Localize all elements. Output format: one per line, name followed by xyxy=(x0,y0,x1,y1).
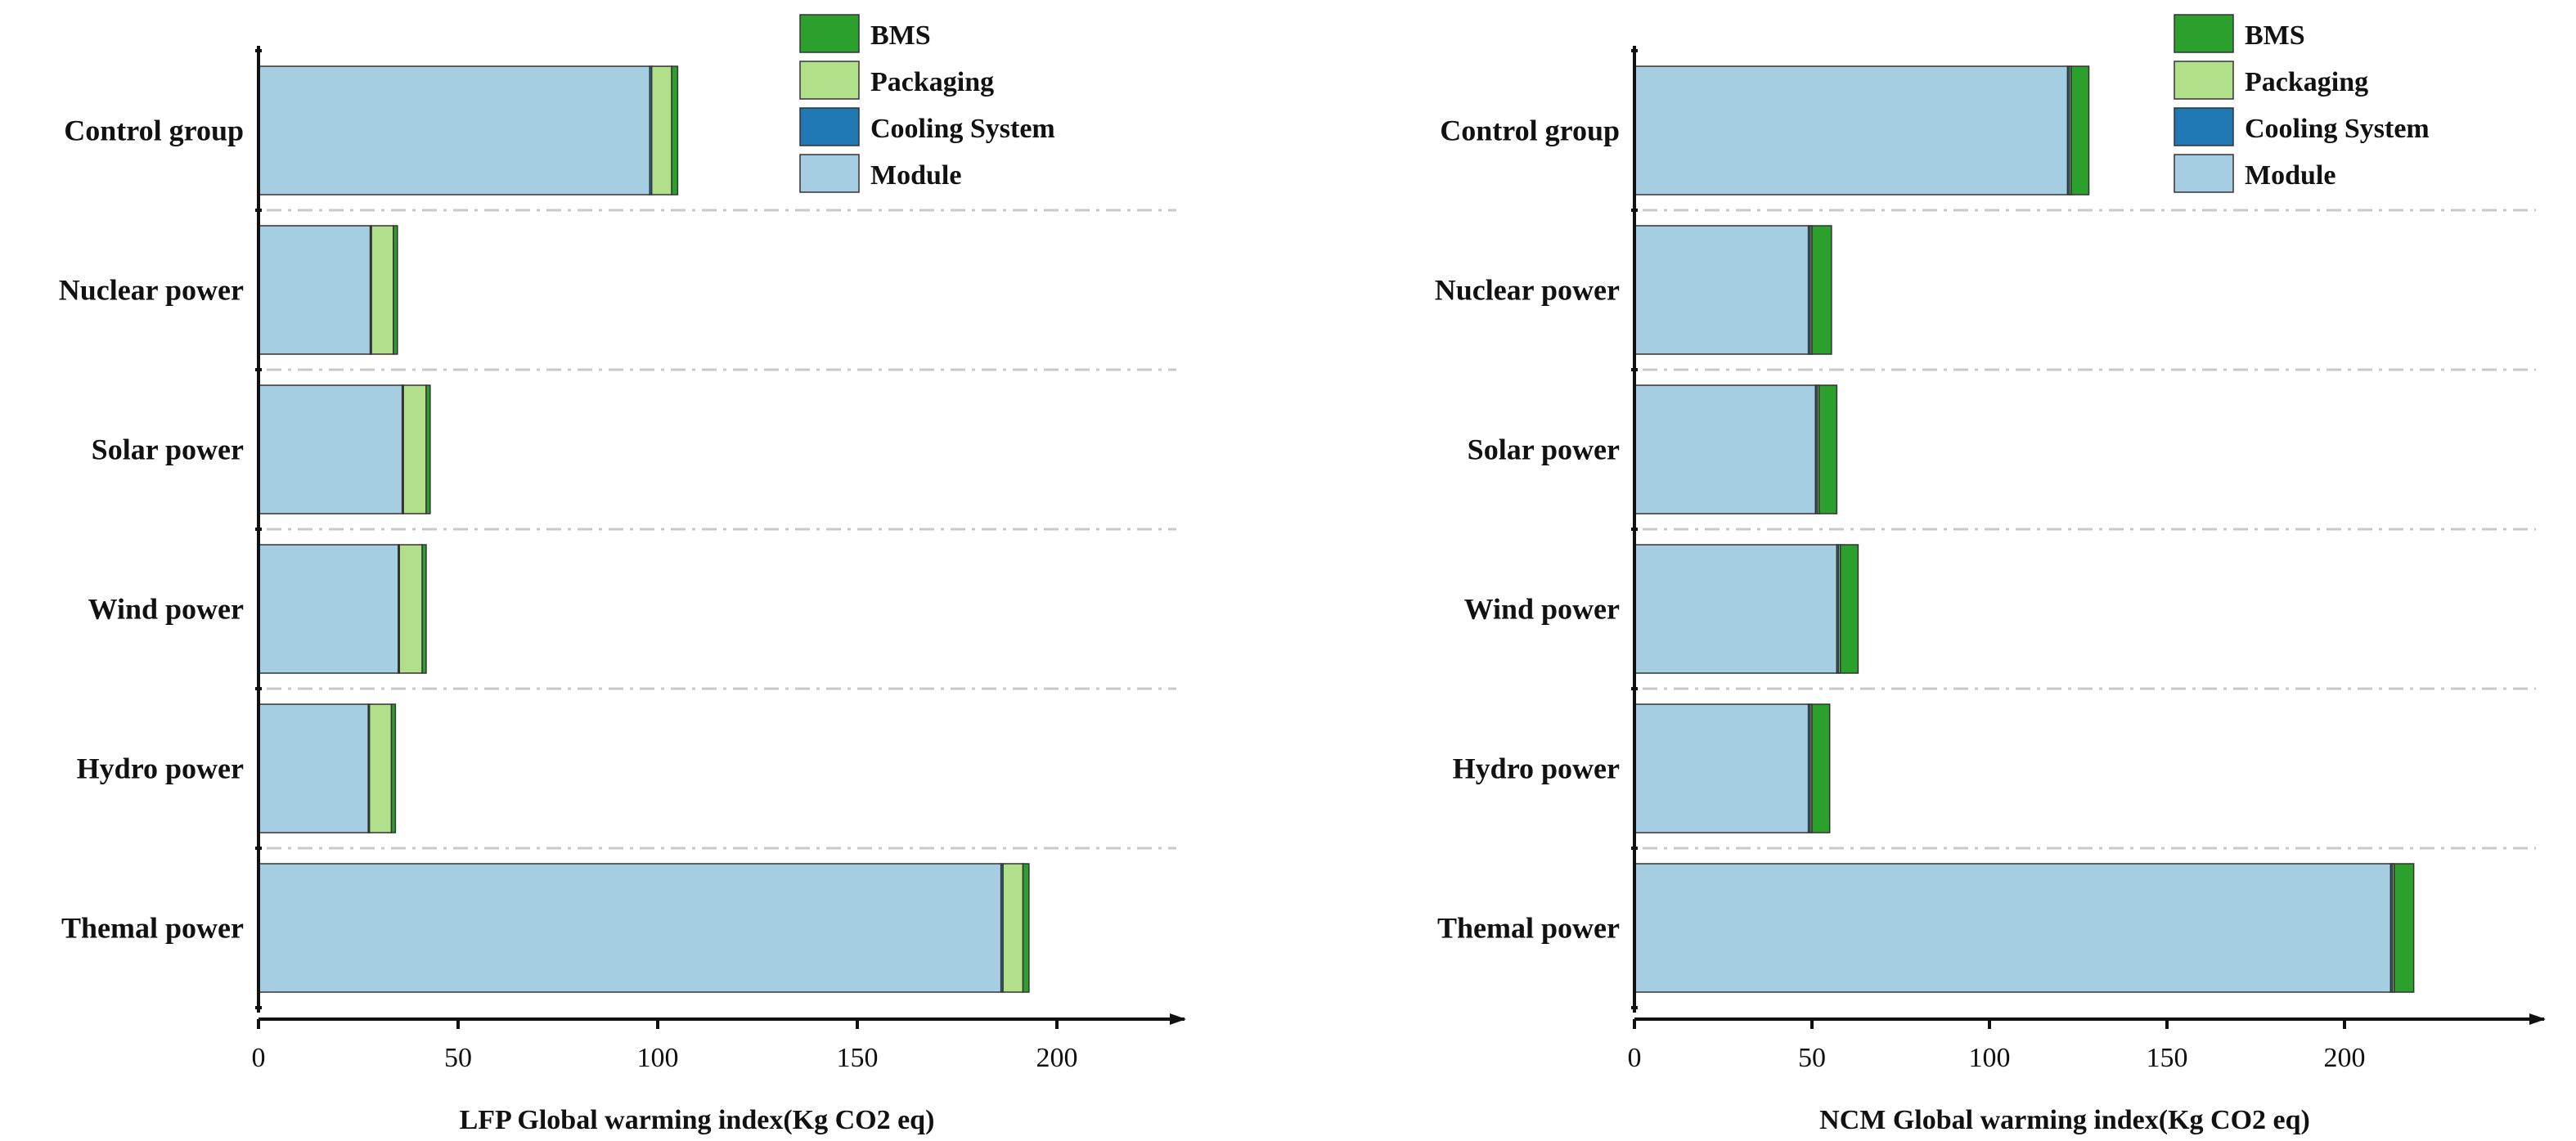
ncm-bar-solar-power-bms xyxy=(1818,384,1838,514)
lfp-bar-nuclear-power-bms xyxy=(393,225,398,355)
lfp-bar-wind-power-module xyxy=(258,544,399,674)
lfp-bar-hydro-power-bms xyxy=(390,703,397,833)
ncm-legend-swatch-module xyxy=(2174,154,2234,193)
ncm-chart-panel: Control group Nuclear power Solar power Win… xyxy=(1435,14,2546,1135)
lfp-bar-control-group-bms xyxy=(671,65,679,195)
lfp-bar-wind-power-bms xyxy=(421,544,427,674)
lfp-bar-themal-power-bms xyxy=(1022,863,1030,993)
lfp-legend-label-module: Module xyxy=(870,160,961,191)
ncm-bar-nuclear-power-module xyxy=(1634,225,1809,355)
lfp-bar-control-group-module xyxy=(258,65,650,195)
ncm-bar-themal-power-bms xyxy=(2394,863,2415,993)
ncm-bar-nuclear-power-bms xyxy=(1811,225,1832,355)
lfp-legend-swatch-cooling xyxy=(799,107,860,146)
ncm-bar-hydro-power-bms xyxy=(1811,703,1831,833)
ncm-category-label: Solar power xyxy=(1468,433,1620,466)
lfp-x-tick-label: 100 xyxy=(637,1043,679,1073)
ncm-legend-label-packaging: Packaging xyxy=(2245,67,2368,97)
lfp-category-label: Themal power xyxy=(61,912,244,945)
lfp-category-label: Control group xyxy=(64,115,244,147)
lfp-legend-label-bms: BMS xyxy=(870,20,931,51)
ncm-x-axis-title: NCM Global warming index(Kg CO2 eq) xyxy=(1819,1105,2310,1135)
lfp-x-tick-label: 0 xyxy=(252,1043,266,1073)
lfp-category-label: Hydro power xyxy=(77,752,244,785)
lfp-chart-panel: Control group Nuclear power Solar power Win… xyxy=(59,14,1186,1135)
lfp-legend-swatch-packaging xyxy=(799,61,860,100)
ncm-legend-swatch-bms xyxy=(2174,14,2234,53)
ncm-category-label: Control group xyxy=(1440,115,1620,147)
ncm-legend-label-cooling: Cooling System xyxy=(2245,114,2430,144)
ncm-legend-swatch-cooling xyxy=(2174,107,2234,146)
lfp-bar-nuclear-power-module xyxy=(258,225,371,355)
lfp-legend-label-cooling: Cooling System xyxy=(870,114,1055,144)
ncm-bar-themal-power-module xyxy=(1634,863,2392,993)
lfp-legend-swatch-module xyxy=(799,154,860,193)
ncm-x-tick-label: 0 xyxy=(1628,1043,1642,1073)
lfp-bar-control-group-packaging xyxy=(650,65,672,195)
lfp-x-tick-label: 150 xyxy=(837,1043,879,1073)
ncm-category-label: Themal power xyxy=(1437,912,1620,945)
lfp-bar-solar-power-bms xyxy=(425,384,431,514)
ncm-category-label: Hydro power xyxy=(1453,752,1620,785)
ncm-bar-hydro-power-module xyxy=(1634,703,1809,833)
ncm-legend-label-module: Module xyxy=(2245,160,2335,191)
lfp-bar-themal-power-module xyxy=(258,863,1002,993)
ncm-category-label: Wind power xyxy=(1464,593,1620,626)
ncm-bar-wind-power-module xyxy=(1634,544,1838,674)
lfp-bar-solar-power-module xyxy=(258,384,403,514)
lfp-bar-hydro-power-packaging xyxy=(368,703,393,833)
lfp-category-label: Wind power xyxy=(88,593,244,626)
lfp-legend-swatch-bms xyxy=(799,14,860,53)
ncm-category-label: Nuclear power xyxy=(1435,274,1620,307)
ncm-bar-solar-power-module xyxy=(1634,384,1817,514)
ncm-bar-control-group-bms xyxy=(2070,65,2090,195)
lfp-bar-hydro-power-module xyxy=(258,703,369,833)
lfp-category-label: Nuclear power xyxy=(59,274,244,307)
ncm-legend-swatch-packaging xyxy=(2174,61,2234,100)
ncm-bar-control-group-module xyxy=(1634,65,2069,195)
ncm-x-tick-label: 200 xyxy=(2324,1043,2366,1073)
ncm-legend-label-bms: BMS xyxy=(2245,20,2305,51)
ncm-x-tick-label: 150 xyxy=(2147,1043,2188,1073)
ncm-bar-wind-power-bms xyxy=(1839,544,1859,674)
lfp-bar-nuclear-power-packaging xyxy=(371,225,394,355)
lfp-x-tick-label: 50 xyxy=(444,1043,472,1073)
lfp-bar-wind-power-packaging xyxy=(398,544,423,674)
ncm-x-tick-label: 50 xyxy=(1798,1043,1826,1073)
lfp-legend-label-packaging: Packaging xyxy=(870,67,994,97)
lfp-x-axis-title: LFP Global warming index(Kg CO2 eq) xyxy=(460,1105,935,1135)
lfp-x-tick-label: 200 xyxy=(1036,1043,1078,1073)
lfp-bar-solar-power-packaging xyxy=(402,384,427,514)
ncm-x-tick-label: 100 xyxy=(1969,1043,2011,1073)
lfp-bar-themal-power-packaging xyxy=(1002,863,1024,993)
lfp-category-label: Solar power xyxy=(92,433,244,466)
